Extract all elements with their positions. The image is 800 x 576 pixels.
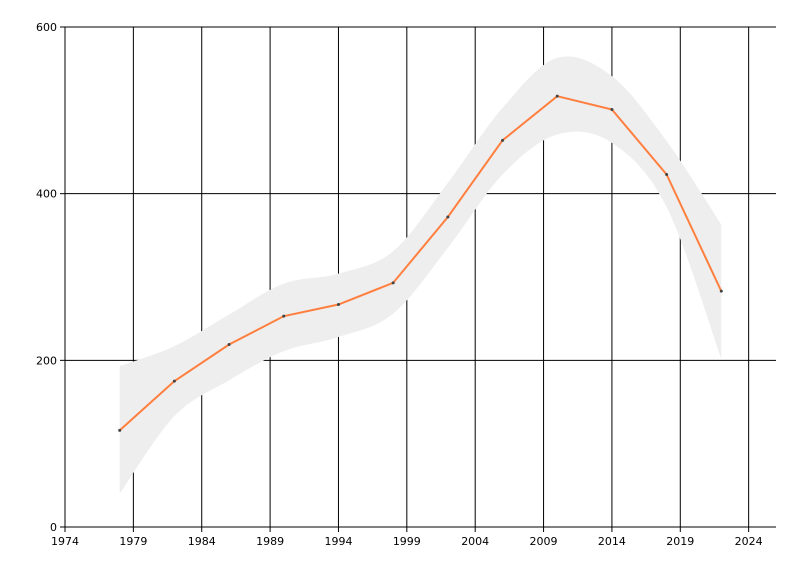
x-tick-label: 1979 bbox=[119, 535, 147, 548]
data-point bbox=[227, 343, 231, 346]
x-tick-label: 1989 bbox=[256, 535, 284, 548]
data-point bbox=[555, 94, 559, 98]
data-point bbox=[391, 281, 395, 285]
y-tick-label: 400 bbox=[36, 188, 57, 201]
x-tick-label: 2019 bbox=[666, 535, 694, 548]
data-point bbox=[719, 289, 723, 293]
tick-labels: 1974 1979 1984 1989 1994 1999 2004 2009 2014 2019… bbox=[36, 21, 763, 548]
data-point bbox=[446, 215, 450, 219]
x-tick-label: 2004 bbox=[461, 535, 489, 548]
series-lines bbox=[118, 94, 723, 432]
data-point bbox=[118, 428, 122, 432]
x-tick-label: 1984 bbox=[188, 535, 216, 548]
data-point bbox=[336, 303, 340, 306]
data-point bbox=[172, 379, 176, 383]
data-point bbox=[610, 108, 614, 111]
axes bbox=[60, 26, 776, 532]
y-tick-label: 200 bbox=[36, 354, 57, 367]
y-tick-label: 600 bbox=[36, 21, 57, 34]
series-line bbox=[119, 95, 723, 432]
x-tick-label: 2014 bbox=[598, 535, 626, 548]
data-point bbox=[665, 173, 669, 176]
data-point bbox=[282, 314, 286, 318]
x-tick-label: 2009 bbox=[530, 535, 558, 548]
data-point bbox=[501, 138, 505, 142]
x-tick-label: 1994 bbox=[324, 535, 352, 548]
confidence-band bbox=[119, 56, 722, 494]
x-tick-label: 2024 bbox=[735, 535, 763, 548]
x-tick-label: 1999 bbox=[393, 535, 421, 548]
y-tick-label: 0 bbox=[50, 521, 57, 534]
confidence-band-area bbox=[119, 56, 722, 494]
x-tick-label: 1974 bbox=[51, 535, 79, 548]
